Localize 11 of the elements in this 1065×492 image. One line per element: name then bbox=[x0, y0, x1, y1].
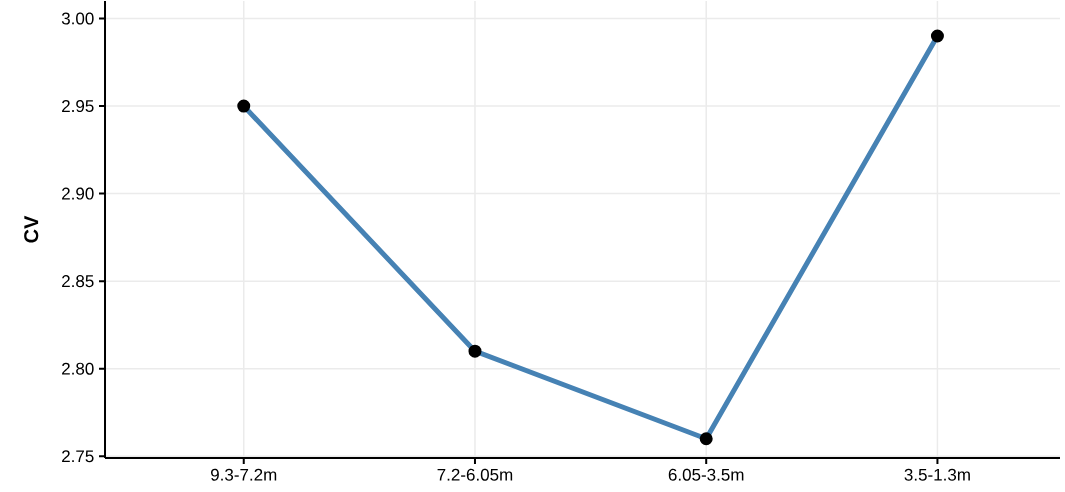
x-tick-label: 7.2-6.05m bbox=[437, 468, 513, 481]
y-tick-label: 2.90 bbox=[62, 187, 94, 200]
x-tick-label: 9.3-7.2m bbox=[211, 468, 277, 481]
y-tick-label: 2.75 bbox=[62, 450, 94, 463]
y-tick-label: 2.95 bbox=[62, 100, 94, 113]
y-tick-label: 3.00 bbox=[61, 12, 94, 25]
y-axis-title: CV bbox=[24, 215, 39, 243]
x-tick-label: 3.5-1.3m bbox=[904, 468, 970, 481]
x-tick-label: 6.05-3.5m bbox=[668, 468, 744, 481]
y-tick-label: 2.85 bbox=[62, 275, 94, 288]
y-tick-label: 2.80 bbox=[62, 362, 94, 375]
